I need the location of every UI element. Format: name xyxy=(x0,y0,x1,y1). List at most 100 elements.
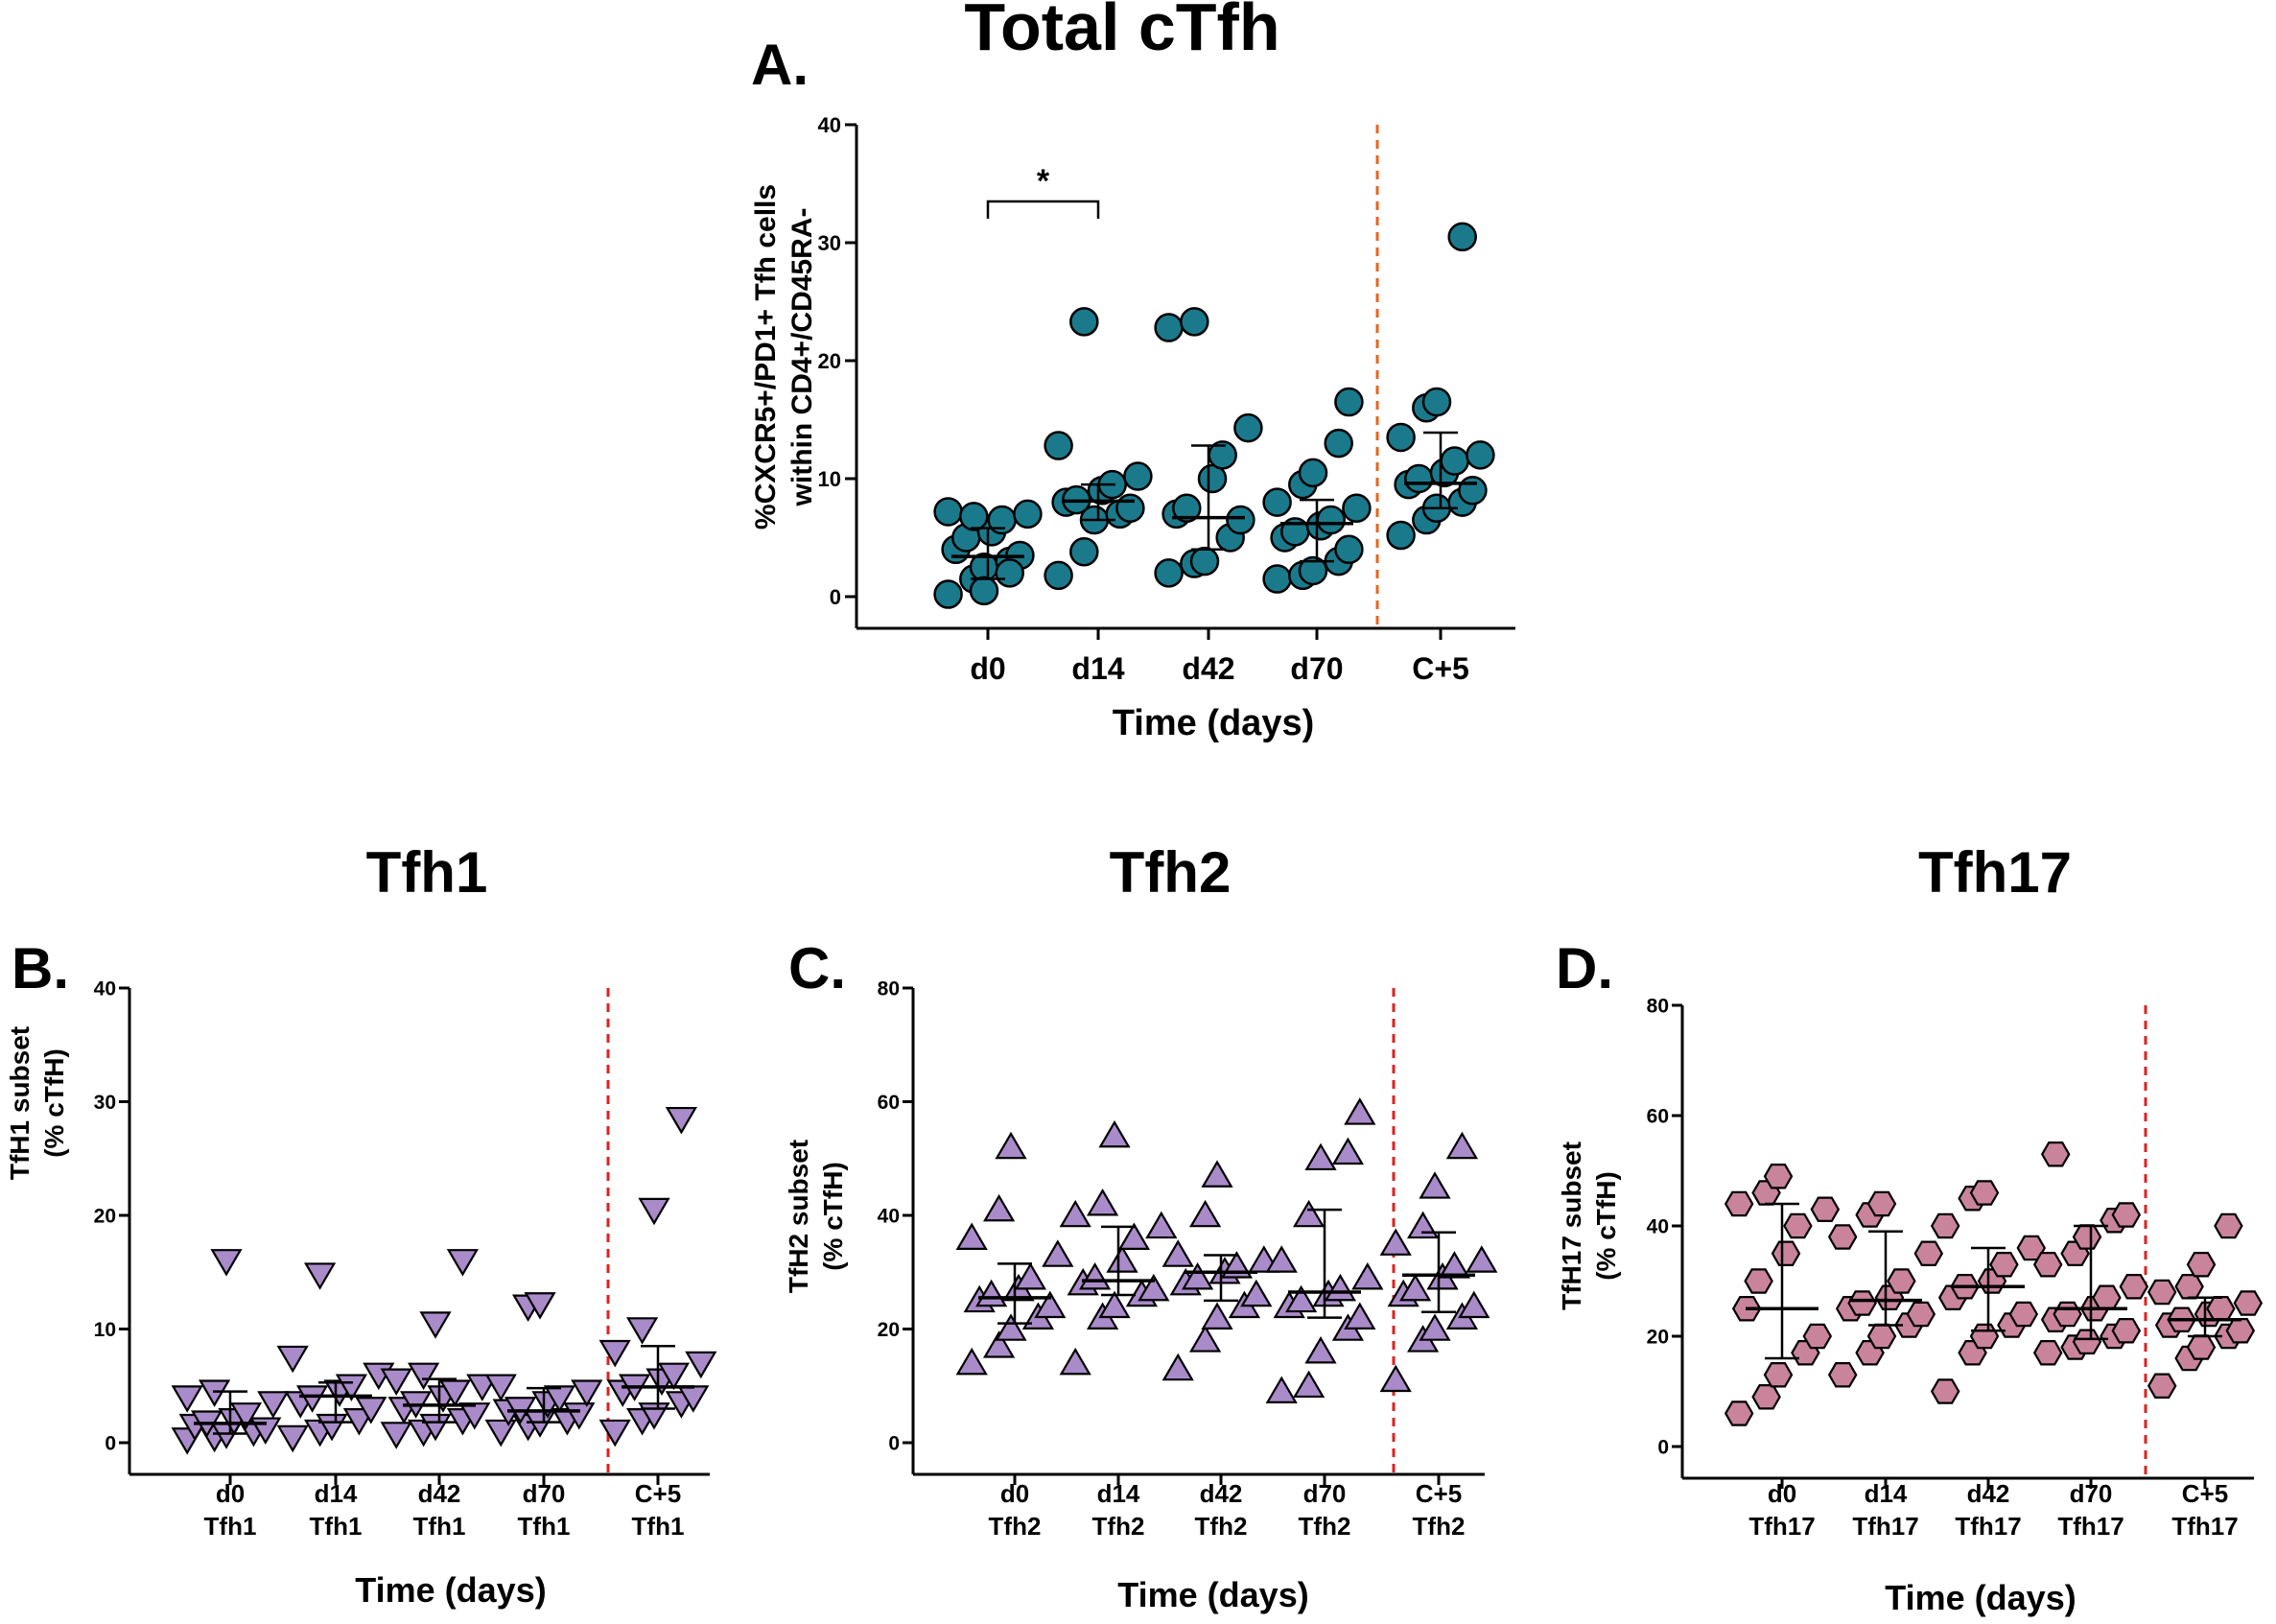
panel-c-data-point xyxy=(1445,1131,1479,1160)
panel-d-data-point xyxy=(1751,1383,1781,1410)
panel-a-data-point xyxy=(933,579,963,609)
panel-d-data-point xyxy=(2214,1212,2243,1239)
panel-b-x-category-label: Tfh1 xyxy=(204,1512,257,1541)
panel-c-x-category-label: d14 xyxy=(1097,1479,1140,1508)
panel-d-x-category-label: d42 xyxy=(1967,1479,2010,1508)
panel-d-data-point xyxy=(1866,1190,1897,1217)
panel-a-data-point xyxy=(1404,463,1434,494)
panel-c-data-point xyxy=(1304,1142,1337,1171)
panel-b-x-axis-label: Time (days) xyxy=(355,1570,546,1610)
panel-b-title: Tfh1 xyxy=(366,840,488,905)
panel-c-x-category-label: d70 xyxy=(1303,1479,1347,1508)
panel-c-x-category-label: Tfh2 xyxy=(1092,1512,1145,1541)
panel-b-x-category-label: d42 xyxy=(418,1479,461,1508)
panel-d-data-point xyxy=(2233,1290,2264,1316)
panel-a-data-point xyxy=(959,502,989,531)
panel-d-data-point xyxy=(1763,1163,1794,1189)
panel-a-x-category-label: d70 xyxy=(1290,651,1343,686)
panel-d-data-point xyxy=(1906,1301,1936,1328)
panel-d-x-category-label: Tfh17 xyxy=(1748,1512,1815,1541)
panel-c-data-point xyxy=(1292,1199,1326,1228)
panel-b-data-point xyxy=(419,1311,452,1339)
panel-b-data-point xyxy=(598,1339,631,1368)
panel-c-data-point xyxy=(1161,1239,1194,1267)
panel-c-data-point xyxy=(1458,1290,1490,1319)
panel-c-data-point xyxy=(955,1222,988,1251)
panel-c-y-tick-label: 40 xyxy=(878,1206,900,1228)
panel-c-data-point xyxy=(1265,1376,1298,1403)
panel-a-y-tick-label: 30 xyxy=(818,231,841,255)
panel-a-x-category-label: d42 xyxy=(1182,651,1234,686)
panel-d-x-category-label: d70 xyxy=(2070,1479,2113,1508)
panel-b-data-point xyxy=(316,1413,348,1442)
panel-d-data-point xyxy=(2225,1317,2256,1344)
panel-d-data-point xyxy=(2092,1284,2122,1311)
panel-b-data-point xyxy=(295,1385,329,1413)
panel-c-data-point xyxy=(1324,1273,1357,1302)
panel-b-y-axis-label-line-1: TfH1 subset xyxy=(5,1026,35,1180)
panel-b-data-point xyxy=(598,1419,631,1447)
panel-c-data-point xyxy=(1331,1137,1365,1165)
panel-a-data-point xyxy=(1172,493,1202,523)
panel-a: A. Total cTfh %CXCR5+/PD1+ Tfh cells wit… xyxy=(750,0,1515,743)
panel-a-data-point xyxy=(1069,307,1099,337)
panel-b-data-point xyxy=(380,1368,412,1397)
panel-c-data-point xyxy=(1344,1302,1376,1330)
panel-c-data-point xyxy=(1344,1097,1376,1125)
panel-b-y-tick-label: 20 xyxy=(94,1206,116,1228)
panel-a-title: Total cTfh xyxy=(964,0,1279,64)
panel-d-data-point xyxy=(1969,1323,2000,1350)
panel-c-data-point xyxy=(1138,1273,1170,1302)
panel-a-y-tick-label: 20 xyxy=(818,349,841,373)
panel-c-data-point xyxy=(1161,1353,1194,1381)
panel-c-y-tick-label: 60 xyxy=(878,1092,900,1114)
panel-c-x-category-label: Tfh2 xyxy=(1299,1512,1351,1541)
panel-c-x-category-label: d0 xyxy=(1000,1479,1029,1508)
panel-c-data-point xyxy=(1379,1364,1412,1393)
panel-b-data-point xyxy=(446,1249,480,1277)
panel-a-data-point xyxy=(1324,428,1353,459)
panel-a-plot: 0 10 20 30 40 d0 d14 d42 d70 C+5 * xyxy=(818,113,1515,686)
panel-c-data-point xyxy=(1145,1211,1178,1239)
panel-a-data-point xyxy=(1233,412,1263,443)
panel-d-x-axis-label: Time (days) xyxy=(1885,1578,2076,1617)
panel-c-data-point xyxy=(1014,1261,1047,1290)
panel-b-y-tick-label: 30 xyxy=(94,1092,116,1114)
panel-b-data-point xyxy=(171,1385,203,1413)
panel-b-data-point xyxy=(419,1413,452,1442)
panel-b-data-point xyxy=(484,1374,517,1401)
panel-b-data-point xyxy=(335,1374,368,1401)
panel-b-y-tick-label: 10 xyxy=(94,1319,116,1341)
panel-d-data-point xyxy=(1930,1378,1960,1404)
panel-d-data-point xyxy=(2072,1224,2102,1250)
panel-d-y-axis-label-line-1: TfH17 subset xyxy=(1557,1142,1586,1310)
panel-d-y-axis-label: TfH17 subset (% cTfH) xyxy=(1557,1142,1621,1310)
panel-d-data-point xyxy=(2008,1301,2039,1328)
panel-c-data-point xyxy=(1398,1273,1432,1302)
panel-b-data-point xyxy=(303,1262,337,1290)
panel-d-data-point xyxy=(1847,1290,1877,1316)
panel-d-data-point xyxy=(2147,1373,2177,1400)
panel-b-data-point xyxy=(257,1391,290,1419)
panel-d-data-point xyxy=(2147,1279,2177,1306)
panel-b-y-axis-label-line-2: (% cTfH) xyxy=(39,1048,69,1158)
panel-d-data-point xyxy=(2186,1251,2217,1278)
panel-a-y-axis-label-line-2: within CD4+/CD45RA- xyxy=(786,208,818,507)
panel-b-plot: 0 10 20 30 40 d0 Tfh1 d14 Tfh1 d42 Tfh1 d70 Tfh1 C+5 T… xyxy=(94,978,717,1541)
panel-a-data-point xyxy=(1386,520,1416,551)
panel-d-data-point xyxy=(2186,1334,2217,1360)
panel-c-data-point xyxy=(1240,1279,1273,1307)
panel-c-x-category-label: Tfh2 xyxy=(1413,1512,1466,1541)
panel-d-data-point xyxy=(1866,1323,1897,1350)
panel-d-data-point xyxy=(1810,1196,1841,1223)
panel-b-data-point xyxy=(665,1106,698,1135)
panel-b-data-point xyxy=(524,1292,556,1320)
panel-c-data-point xyxy=(1078,1261,1112,1290)
panel-d-data-point xyxy=(2053,1301,2082,1328)
panel-a-data-point xyxy=(1298,458,1328,488)
panel-a-data-point xyxy=(1458,476,1488,506)
panel-c-data-point xyxy=(1265,1245,1298,1273)
panel-c-x-category-label: d42 xyxy=(1200,1479,1243,1508)
panel-d-x-category-label: Tfh17 xyxy=(1955,1512,2021,1541)
